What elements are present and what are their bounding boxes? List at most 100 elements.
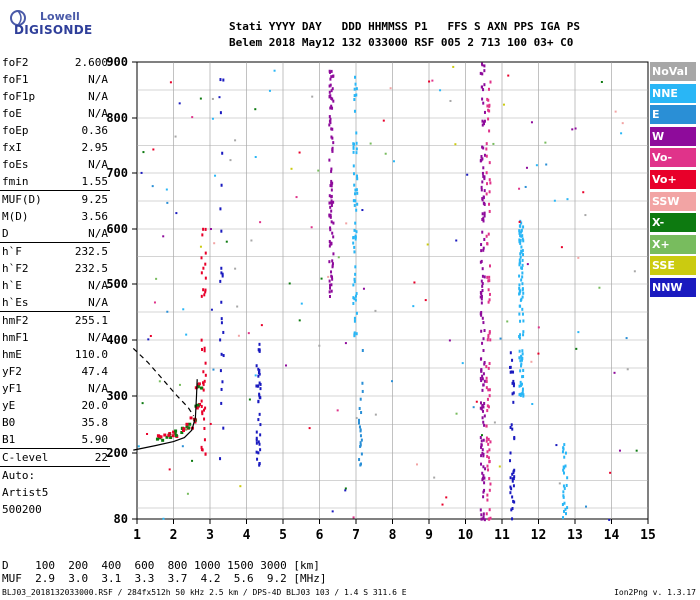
echo-point bbox=[482, 405, 485, 409]
echo-point bbox=[352, 142, 355, 146]
echo-point bbox=[213, 242, 216, 245]
echo-point bbox=[222, 426, 225, 430]
echo-point bbox=[481, 267, 484, 271]
echo-point bbox=[562, 494, 565, 498]
echo-point bbox=[513, 435, 516, 439]
echo-point bbox=[352, 283, 355, 287]
echo-point bbox=[257, 418, 260, 422]
echo-point bbox=[329, 117, 332, 121]
echo-point bbox=[482, 515, 485, 519]
echo-point bbox=[485, 192, 488, 196]
echo-point bbox=[466, 173, 469, 176]
echo-point bbox=[248, 398, 251, 401]
echo-point bbox=[618, 449, 621, 452]
param-name: foF2 bbox=[2, 56, 29, 69]
echo-point bbox=[486, 397, 489, 401]
echo-point bbox=[328, 201, 331, 205]
echo-point bbox=[518, 231, 521, 235]
trace-point bbox=[174, 433, 178, 437]
echo-point bbox=[330, 167, 333, 171]
echo-point bbox=[486, 450, 489, 454]
echo-point bbox=[211, 117, 214, 120]
echo-point bbox=[452, 65, 455, 68]
echo-point bbox=[354, 221, 357, 225]
echo-point bbox=[219, 78, 222, 82]
param-name: foEs bbox=[2, 158, 29, 171]
echo-point bbox=[285, 364, 288, 367]
echo-point bbox=[518, 187, 521, 190]
echo-point bbox=[489, 482, 492, 486]
echo-point bbox=[510, 508, 513, 512]
echo-point bbox=[480, 434, 483, 437]
echo-point bbox=[258, 394, 261, 398]
echo-point bbox=[521, 387, 524, 391]
echo-point bbox=[330, 220, 333, 224]
echo-point bbox=[352, 172, 355, 176]
echo-point bbox=[482, 166, 485, 170]
echo-point bbox=[137, 445, 140, 448]
trace-point bbox=[167, 433, 171, 437]
legend-entry-x-: X+ bbox=[650, 234, 696, 254]
echo-point bbox=[520, 230, 523, 234]
param-name: h`Es bbox=[2, 296, 29, 309]
param-row: hmF2 255.1 bbox=[2, 312, 108, 329]
echo-point bbox=[483, 211, 486, 215]
echo-point bbox=[483, 64, 486, 68]
echo-point bbox=[204, 361, 207, 365]
echo-point bbox=[520, 250, 523, 254]
echo-point bbox=[354, 75, 357, 79]
echo-point bbox=[479, 406, 482, 410]
echo-point bbox=[204, 373, 207, 377]
y-tick-label: 200 bbox=[106, 446, 128, 460]
echo-point bbox=[483, 329, 486, 333]
echo-point bbox=[524, 185, 527, 188]
echo-point bbox=[222, 354, 225, 358]
param-row: M(D) 3.56 bbox=[2, 208, 108, 225]
echo-point bbox=[481, 316, 484, 320]
echo-point bbox=[328, 194, 331, 198]
echo-point bbox=[389, 87, 392, 90]
echo-point bbox=[566, 506, 569, 510]
echo-point bbox=[566, 198, 569, 201]
separator bbox=[0, 448, 110, 449]
echo-point bbox=[330, 69, 333, 73]
echo-point bbox=[331, 277, 334, 281]
echo-point bbox=[328, 69, 331, 73]
echo-point bbox=[318, 344, 321, 347]
echo-point bbox=[220, 266, 223, 270]
echo-point bbox=[488, 477, 491, 481]
echo-point bbox=[482, 452, 485, 456]
echo-point bbox=[489, 440, 492, 444]
echo-point bbox=[530, 360, 533, 363]
echo-point bbox=[481, 451, 484, 455]
echo-point bbox=[482, 490, 485, 494]
trace-point bbox=[171, 434, 175, 438]
echo-point bbox=[219, 338, 222, 342]
param-value: 5.90 bbox=[81, 433, 109, 446]
echo-point bbox=[359, 443, 362, 447]
echo-point bbox=[353, 228, 356, 232]
echo-point bbox=[518, 384, 521, 388]
echo-point bbox=[220, 317, 223, 321]
echo-point bbox=[621, 122, 624, 125]
echo-point bbox=[259, 382, 262, 386]
param-row: D N/A bbox=[2, 225, 108, 242]
echo-point bbox=[344, 489, 347, 492]
echo-point bbox=[489, 181, 492, 185]
echo-point bbox=[488, 292, 491, 296]
echo-point bbox=[201, 347, 204, 351]
echo-point bbox=[521, 287, 524, 291]
echo-point bbox=[521, 263, 524, 267]
echo-point bbox=[353, 250, 356, 254]
param-value: N/A bbox=[88, 227, 108, 240]
echo-point bbox=[203, 426, 206, 430]
echo-point bbox=[352, 164, 355, 168]
echo-point bbox=[519, 252, 522, 256]
echo-point bbox=[331, 149, 334, 153]
echo-point bbox=[332, 221, 335, 225]
echo-point bbox=[247, 332, 250, 335]
param-value: N/A bbox=[88, 158, 108, 171]
echo-point bbox=[259, 433, 262, 437]
echo-point bbox=[521, 349, 524, 353]
x-tick-label: 12 bbox=[531, 528, 547, 543]
